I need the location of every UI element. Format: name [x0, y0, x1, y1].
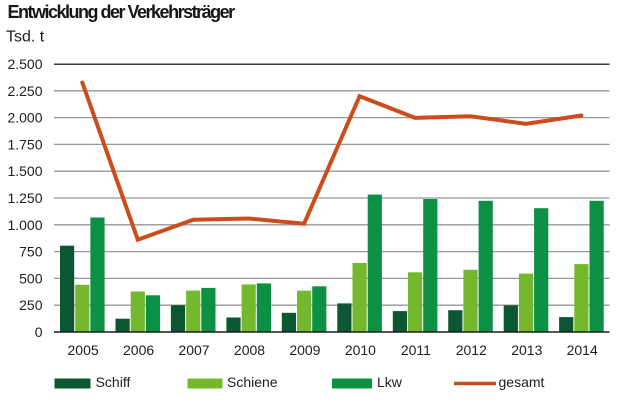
svg-text:2005: 2005	[68, 342, 99, 358]
svg-text:2008: 2008	[234, 342, 265, 358]
svg-text:2011: 2011	[401, 342, 431, 358]
svg-text:2014: 2014	[567, 342, 598, 358]
svg-text:2.000: 2.000	[7, 110, 42, 126]
svg-text:2013: 2013	[511, 342, 542, 358]
svg-text:Tsd. t: Tsd. t	[6, 28, 45, 45]
svg-text:1.000: 1.000	[7, 217, 42, 233]
svg-text:250: 250	[19, 297, 43, 313]
svg-text:2009: 2009	[289, 342, 320, 358]
svg-text:gesamt: gesamt	[499, 374, 545, 390]
svg-text:2006: 2006	[123, 342, 154, 358]
svg-text:2012: 2012	[456, 342, 487, 358]
svg-text:Lkw: Lkw	[377, 374, 403, 390]
svg-text:Entwicklung der Verkehrsträger: Entwicklung der Verkehrsträger	[8, 2, 236, 22]
svg-text:500: 500	[19, 270, 43, 286]
svg-text:Schiff: Schiff	[96, 374, 131, 390]
svg-text:Schiene: Schiene	[227, 374, 278, 390]
svg-text:1.500: 1.500	[7, 163, 42, 179]
svg-text:750: 750	[19, 244, 43, 260]
svg-text:1.750: 1.750	[7, 136, 42, 152]
svg-text:2.250: 2.250	[7, 83, 42, 99]
svg-text:0: 0	[35, 324, 43, 340]
svg-text:2007: 2007	[178, 342, 209, 358]
svg-text:2.500: 2.500	[7, 56, 42, 72]
svg-text:1.250: 1.250	[7, 190, 42, 206]
svg-text:2010: 2010	[345, 342, 376, 358]
